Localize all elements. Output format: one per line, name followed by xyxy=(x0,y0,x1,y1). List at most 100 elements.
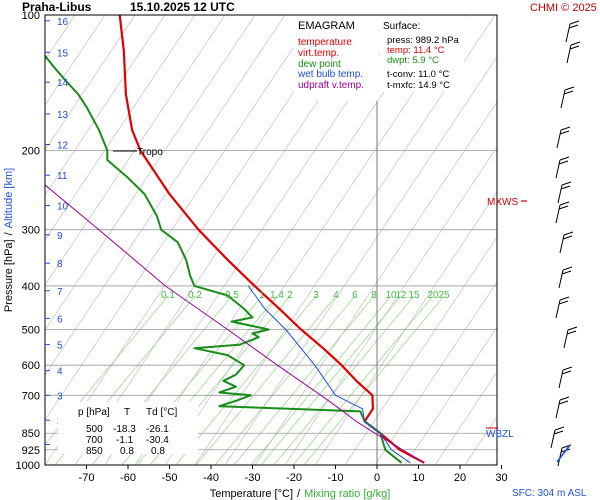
pressure-tick-label: 400 xyxy=(22,281,40,293)
pressure-tick-label: 700 xyxy=(22,390,40,402)
wind-barb xyxy=(555,204,561,224)
series-layer xyxy=(45,15,425,464)
mixing-ratio-label: 3 xyxy=(313,290,319,301)
table-cell: 850 xyxy=(86,446,103,457)
pressure-tick-label: 500 xyxy=(22,325,40,337)
wind-barb-flag xyxy=(561,270,572,275)
altitude-tick-label: 15 xyxy=(57,48,69,59)
surface-tconv: t-conv: 11.0 °C xyxy=(387,69,449,80)
wind-barb-flag xyxy=(568,24,579,29)
wind-barb-flag xyxy=(564,86,575,91)
wind-barbs xyxy=(550,20,581,467)
surface-tmxfc: t-mxfc: 14.9 °C xyxy=(387,80,450,91)
temp-tick-label: -10 xyxy=(328,472,344,484)
altitude-tick-label: 3 xyxy=(57,391,63,402)
adiabat-line xyxy=(254,101,497,465)
wind-barb xyxy=(558,269,564,289)
wind-barb-flag xyxy=(559,296,570,301)
adiabat-line xyxy=(45,15,316,421)
adiabat-line xyxy=(45,15,256,331)
mixing-ratio-line xyxy=(233,295,375,465)
mixing-ratio-label: 1 xyxy=(259,290,265,301)
series-dew-point xyxy=(45,54,403,464)
surface-box xyxy=(380,16,464,92)
wind-barb-flag xyxy=(553,430,564,435)
tropo-label: Tropo xyxy=(137,147,163,158)
wind-barb-flag xyxy=(560,185,571,190)
mixing-ratio-label: 0.2 xyxy=(188,290,202,301)
mixing-ratio-label: 4 xyxy=(333,290,339,301)
legend-virt-temp: virt.temp. xyxy=(298,48,339,59)
mixing-ratio-label: 8 xyxy=(371,290,377,301)
adiabat-line xyxy=(45,15,166,196)
wind-barb xyxy=(556,129,562,149)
wind-barb-flag xyxy=(570,41,581,46)
data-table-bg xyxy=(58,402,198,454)
wind-barb-flag xyxy=(563,231,574,236)
wind-barb xyxy=(557,184,563,204)
temp-tick-label: -20 xyxy=(286,472,302,484)
table-cell: -30.4 xyxy=(146,435,169,446)
adiabat-line xyxy=(555,15,600,465)
wind-barb xyxy=(559,234,565,254)
adiabat-line xyxy=(45,15,226,286)
altitude-tick-label: 10 xyxy=(57,201,69,212)
surface-press: press: 989.2 hPa xyxy=(387,35,460,46)
temperature-axis-title: Temperature [°C] / Mixing ratio [g/kg] xyxy=(210,488,391,500)
surface-dwpt: dwpt: 5.9 °C xyxy=(387,55,439,66)
wind-barb-flag xyxy=(569,45,580,50)
credit: CHMI © 2025 xyxy=(530,2,597,14)
pressure-tick-label: 850 xyxy=(22,428,40,440)
altitude-tick-label: 4 xyxy=(57,367,63,378)
adiabat-line xyxy=(404,326,497,465)
table-cell: 500 xyxy=(86,424,103,435)
legend-title: EMAGRAM xyxy=(298,20,355,32)
legend-temperature: temperature xyxy=(298,37,352,48)
pressure-tick-label: 1000 xyxy=(16,460,40,472)
adiabat-line xyxy=(464,416,497,465)
series-temperature xyxy=(118,15,425,464)
plot-frame xyxy=(44,14,498,466)
wind-barb xyxy=(550,429,556,449)
wind-barb xyxy=(560,89,566,109)
altitude-tick-label: 7 xyxy=(57,287,63,298)
wind-barb xyxy=(563,329,569,349)
datetime-title: 15.10.2025 12 UTC xyxy=(130,0,235,14)
legend-box xyxy=(293,15,379,101)
wind-barb-flag xyxy=(558,400,569,405)
temp-tick-label: -60 xyxy=(120,472,136,484)
table-header-td: Td [°C] xyxy=(146,407,177,418)
legend-updraft: udpraft v.temp. xyxy=(298,80,364,91)
wind-barb xyxy=(555,399,561,419)
mixing-ratio-line xyxy=(214,295,356,465)
mixing-ratio-line xyxy=(250,295,392,465)
table-header-p: p [hPa] xyxy=(78,407,110,418)
adiabat-line xyxy=(374,281,497,465)
adiabat-line xyxy=(45,15,286,376)
altitude-tick-label: 13 xyxy=(57,110,69,121)
footer-sfc: SFC: 304 m ASL xyxy=(512,488,587,499)
wind-barb-flag xyxy=(561,181,572,186)
table-cell: -1.1 xyxy=(116,435,134,446)
mixing-ratio-label: 6 xyxy=(352,290,358,301)
altitude-tick-label: 11 xyxy=(57,171,68,182)
wind-barb-flag xyxy=(554,426,565,431)
wind-barb xyxy=(555,159,561,179)
wind-barb-flag xyxy=(562,366,573,371)
altitude-tick-label: 6 xyxy=(57,314,63,325)
series-wet-bulb-temp- xyxy=(247,285,411,464)
adiabat-lines xyxy=(45,15,600,465)
surface-wind-barb xyxy=(556,444,571,463)
temp-tick-label: 20 xyxy=(454,472,466,484)
mixing-ratio-line xyxy=(303,295,445,465)
mixing-ratio-line xyxy=(45,295,169,446)
adiabat-line xyxy=(224,56,497,465)
adiabat-line xyxy=(45,15,136,151)
wind-barb-flag xyxy=(558,160,569,165)
legend-dew-point: dew point xyxy=(298,59,341,70)
altitude-tick-label: 12 xyxy=(57,141,69,152)
altitude-tick-label: 16 xyxy=(57,17,69,28)
tick-layer: 1002003004005006007008509251000123456789… xyxy=(16,10,508,484)
table-cell: -18.3 xyxy=(113,424,136,435)
